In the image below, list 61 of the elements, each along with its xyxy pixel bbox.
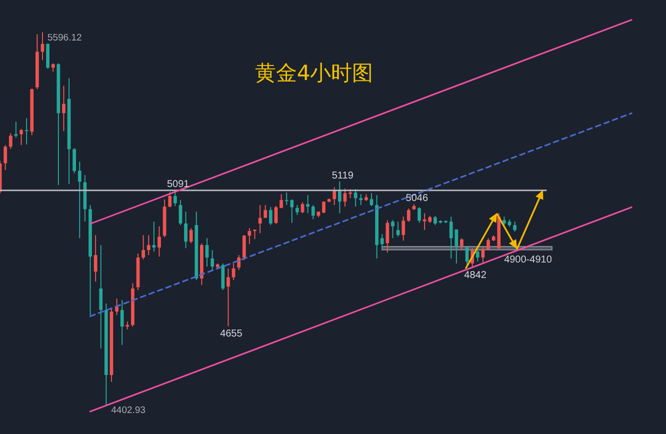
- candlestick: [380, 234, 384, 251]
- candlestick: [370, 192, 374, 207]
- candlestick: [221, 262, 225, 291]
- candlestick: [168, 191, 172, 208]
- candlestick: [120, 300, 124, 346]
- candlestick: [513, 221, 516, 232]
- annotation: 4402.93: [111, 405, 146, 416]
- annotation: 4842: [464, 270, 487, 281]
- candlestick: [434, 216, 437, 226]
- candlestick: [460, 238, 464, 251]
- candlestick: [62, 85, 66, 132]
- candlestick: [210, 250, 214, 271]
- candlestick: [418, 206, 421, 224]
- candlestick: [72, 148, 76, 174]
- annotation: 5596.12: [47, 32, 82, 44]
- candlestick: [142, 234, 146, 260]
- candlestick: [348, 188, 352, 199]
- candlestick: [402, 216, 406, 242]
- candlestick: [332, 186, 336, 206]
- candlestick: [280, 194, 283, 209]
- candlestick: [242, 234, 246, 261]
- candlestick: [115, 298, 118, 316]
- candlestick: [264, 204, 268, 218]
- candlestick: [296, 204, 299, 216]
- annotation: 4655: [220, 328, 243, 340]
- candlestick: [386, 220, 390, 254]
- annotation: 5046: [406, 193, 428, 204]
- band-label: 4900-4910: [504, 254, 552, 266]
- candlestick: [311, 204, 315, 220]
- candlestick: [359, 194, 363, 206]
- candlestick: [465, 245, 469, 268]
- candlestick: [322, 201, 326, 214]
- candlestick: [189, 228, 193, 244]
- candlestick: [46, 42, 50, 70]
- candlestick: [99, 244, 103, 349]
- candlestick: [354, 188, 358, 208]
- candlestick: [152, 221, 156, 252]
- candlestick: [300, 202, 304, 214]
- candlestick: [8, 132, 12, 150]
- candlestick: [4, 144, 8, 171]
- candlestick: [20, 128, 23, 146]
- candlestick: [24, 118, 28, 145]
- annotation: 5091: [167, 179, 190, 190]
- candlestick: [338, 180, 342, 214]
- annotation: 5119: [332, 170, 354, 182]
- candlestick: [268, 206, 272, 226]
- candlestick: [226, 268, 230, 327]
- candlestick: [406, 208, 410, 222]
- candlestick: [476, 248, 480, 262]
- text: 黄金4小时图: [254, 61, 374, 85]
- candlestick: [184, 211, 188, 249]
- candlestick: [78, 161, 82, 239]
- candlestick: [237, 254, 241, 271]
- candlestick: [158, 226, 161, 258]
- candlestick: [258, 204, 262, 234]
- candlestick: [173, 190, 177, 207]
- candlestick: [94, 234, 98, 282]
- candlestick: [146, 234, 150, 256]
- candlestick: [391, 220, 394, 239]
- candlestick: [306, 194, 310, 214]
- candlestick: [486, 238, 490, 251]
